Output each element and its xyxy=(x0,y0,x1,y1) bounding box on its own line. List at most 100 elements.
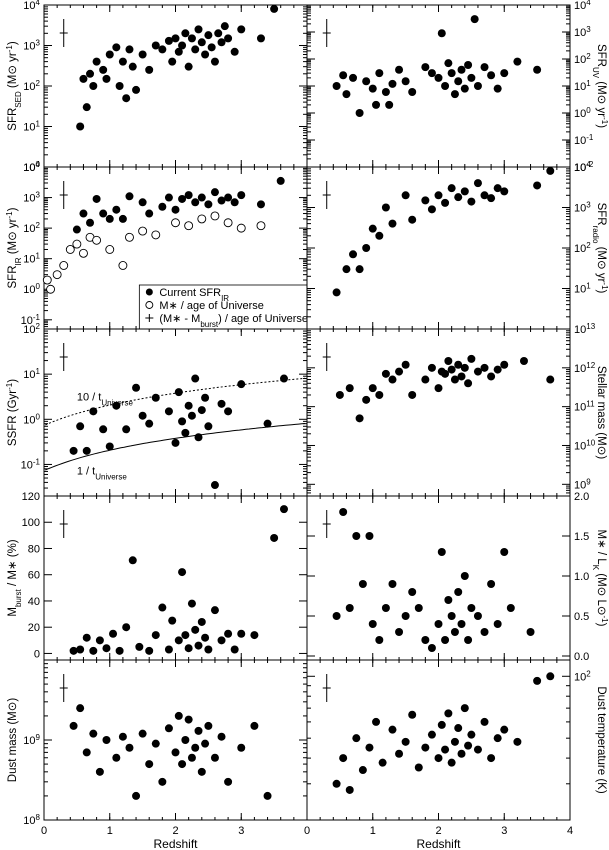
data-point xyxy=(332,779,341,788)
data-point xyxy=(82,633,91,642)
data-point xyxy=(447,184,456,193)
data-point xyxy=(500,548,509,556)
data-point xyxy=(204,200,213,209)
data-point xyxy=(378,758,387,767)
y-tick-label: 10-1 xyxy=(21,457,41,472)
data-point xyxy=(470,15,479,24)
data-point xyxy=(224,193,233,202)
data-point xyxy=(201,633,210,642)
y-axis-label: M∗ / LK (M⊙ L⊙-1) xyxy=(592,530,609,627)
data-point xyxy=(132,383,141,392)
data-point xyxy=(375,69,384,78)
annotation-one-over-t: 1 / tUniverse xyxy=(77,465,127,481)
data-point xyxy=(368,224,377,233)
data-point xyxy=(76,645,85,654)
data-point xyxy=(178,760,187,769)
data-point xyxy=(506,604,515,612)
x-tick-label: 1 xyxy=(370,825,376,837)
data-point xyxy=(519,356,528,365)
data-point xyxy=(401,191,410,200)
data-point xyxy=(421,743,430,752)
data-point xyxy=(533,65,542,74)
x-axis-label: Redshift xyxy=(416,837,461,850)
data-point xyxy=(345,384,354,393)
y-tick-label: 101 xyxy=(23,367,40,382)
data-point xyxy=(487,71,496,80)
open-point xyxy=(256,221,266,231)
data-point xyxy=(375,231,384,240)
y-axis-label: SFRUV (M⊙ yr-1) xyxy=(592,44,609,128)
y-tick-label: 101 xyxy=(574,281,591,296)
data-point xyxy=(128,556,137,565)
y-tick-label: 101 xyxy=(23,251,40,266)
data-point xyxy=(401,612,410,620)
data-point xyxy=(194,726,203,735)
y-tick-label: 100 xyxy=(574,106,591,121)
data-point xyxy=(457,620,466,628)
data-point xyxy=(250,721,259,730)
data-point xyxy=(178,41,187,50)
data-point xyxy=(181,736,190,744)
open-point xyxy=(42,275,52,285)
data-point xyxy=(72,225,81,234)
data-point xyxy=(368,384,377,393)
data-point xyxy=(204,645,213,654)
data-point xyxy=(181,428,190,437)
panel-sfr-sed: 100 101 102 103 104 SFRSED (M⊙ yr-1) xyxy=(5,0,308,174)
y-tick-label: 101 xyxy=(23,119,40,134)
data-point xyxy=(210,481,219,490)
y-axis-label: Dust temperature (K) xyxy=(595,686,607,794)
open-point xyxy=(125,232,134,242)
data-point xyxy=(457,372,466,381)
data-point xyxy=(69,446,78,455)
data-point xyxy=(210,188,219,197)
open-point xyxy=(236,223,246,233)
data-point xyxy=(217,636,226,645)
data-point xyxy=(342,265,351,274)
data-point xyxy=(263,791,272,800)
data-point xyxy=(276,176,285,185)
data-point xyxy=(145,646,154,655)
y-tick-label: 1011 xyxy=(574,399,595,414)
panel-stellar-mass: 109 1010 1011 1012 1013 Stellar mass (M⊙) xyxy=(306,322,607,497)
data-point xyxy=(250,631,259,640)
data-point xyxy=(467,730,476,739)
one-over-t-curve xyxy=(45,423,306,471)
data-point xyxy=(441,745,450,754)
data-point xyxy=(345,785,354,794)
data-point xyxy=(355,265,364,274)
data-point xyxy=(256,34,265,43)
data-point xyxy=(427,363,436,372)
open-point xyxy=(59,261,69,270)
data-point xyxy=(69,646,78,655)
data-point xyxy=(385,100,394,109)
open-point xyxy=(92,235,102,245)
data-point xyxy=(164,36,173,45)
data-point xyxy=(76,422,85,431)
y-tick-label: 102 xyxy=(574,241,591,256)
data-point xyxy=(444,356,453,365)
data-point xyxy=(191,743,200,752)
data-point xyxy=(408,215,417,224)
y-tick-label: 0.5 xyxy=(574,611,589,623)
data-point xyxy=(447,758,456,767)
y-tick-label: 102 xyxy=(574,52,591,67)
data-point xyxy=(224,34,233,43)
y-tick-label: 0.0 xyxy=(574,651,589,663)
data-point xyxy=(335,390,344,399)
y-tick-label: 102 xyxy=(23,221,40,236)
open-point xyxy=(171,218,180,228)
data-point xyxy=(408,710,417,719)
data-point xyxy=(79,74,88,83)
data-point xyxy=(434,191,443,200)
data-point xyxy=(454,588,463,596)
panel-frame xyxy=(43,495,308,661)
data-point xyxy=(138,729,147,738)
x-tick-label: 2 xyxy=(435,825,441,837)
data-point xyxy=(388,219,397,228)
data-point xyxy=(237,25,246,34)
data-point xyxy=(224,407,233,416)
data-point xyxy=(332,288,341,297)
data-point xyxy=(352,734,361,743)
